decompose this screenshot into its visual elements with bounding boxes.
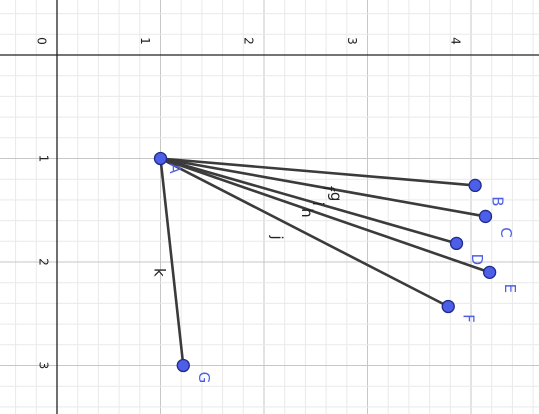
segment-i[interactable] <box>159 157 491 274</box>
tick-label: 0 <box>35 37 49 45</box>
point-B[interactable] <box>468 178 482 193</box>
segment-g[interactable] <box>159 157 487 218</box>
segment-label-k: k <box>151 268 169 277</box>
segments <box>159 157 491 367</box>
tick-label: 2 <box>242 37 256 45</box>
axis-tick-labels: 0 1 2 3 4 1 2 3 <box>35 37 463 369</box>
tick-label: 3 <box>345 37 359 45</box>
segment-labels: fg hi j k <box>151 186 345 277</box>
point-label-G: G <box>195 372 213 384</box>
point-label-F: F <box>460 314 478 323</box>
point-F[interactable] <box>441 299 455 314</box>
point-label-E: E <box>501 284 519 293</box>
segment-k[interactable] <box>159 157 185 367</box>
tick-label: 4 <box>449 37 463 45</box>
tick-label: 1 <box>37 155 51 163</box>
segment-j[interactable] <box>159 157 450 308</box>
segment-label-i: i <box>309 202 327 206</box>
point-E[interactable] <box>482 265 497 280</box>
point-label-A: A <box>166 163 184 174</box>
tick-label: 1 <box>138 37 152 45</box>
segment-f[interactable] <box>159 157 477 187</box>
points[interactable] <box>153 151 497 373</box>
segment-label-f: f <box>320 186 338 192</box>
tick-label: 3 <box>37 362 51 370</box>
point-label-C: C <box>497 227 515 237</box>
point-labels: A B C D E F G <box>166 163 519 383</box>
point-D[interactable] <box>449 236 464 251</box>
point-label-D: D <box>468 254 486 266</box>
segment-h[interactable] <box>159 157 458 245</box>
point-C[interactable] <box>478 209 493 224</box>
segment-label-g: g <box>327 192 345 202</box>
tick-label: 2 <box>37 258 51 266</box>
point-G[interactable] <box>176 358 190 373</box>
point-A[interactable] <box>153 151 168 166</box>
segment-label-j: j <box>268 234 286 239</box>
point-label-B: B <box>489 196 507 206</box>
segment-label-h: h <box>298 208 316 218</box>
